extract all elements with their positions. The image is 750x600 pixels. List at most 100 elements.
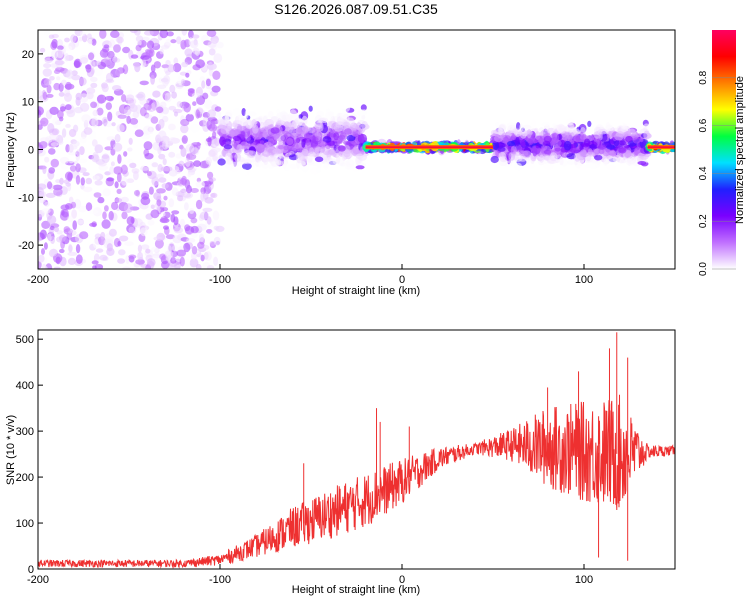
spectrogram-cell — [91, 38, 97, 46]
snr-x-axis: -200 -100 0 100 — [27, 564, 593, 586]
spectrogram-cell — [98, 165, 108, 171]
spectrogram-cell — [355, 165, 365, 170]
spectrogram-cell — [549, 152, 558, 162]
spectrogram-cell — [39, 141, 48, 149]
spectrogram-cell — [180, 147, 187, 158]
spectrogram-cell — [41, 208, 51, 214]
spectrogram-cell — [121, 211, 128, 220]
spectrogram-cell — [361, 121, 369, 131]
spectrogram-cell — [53, 114, 58, 122]
spectrogram-cell — [490, 155, 499, 164]
spectrogram-cell — [160, 216, 168, 223]
spectrogram-cell — [516, 122, 521, 131]
spectrogram-cell — [266, 146, 276, 156]
spectrogram-cell — [315, 166, 321, 173]
spectrogram-cell — [625, 135, 633, 143]
spectrogram-y-tick-label: 10 — [22, 97, 34, 109]
spectrogram-cell — [42, 68, 52, 77]
spectrogram-cell — [112, 57, 121, 63]
spectrogram-cell — [160, 211, 166, 217]
spectrogram-cell — [59, 156, 70, 164]
spectrogram-y-label: Frequency (Hz) — [5, 112, 17, 188]
spectrogram-cell — [121, 94, 127, 103]
spectrogram-cell — [510, 146, 517, 155]
spectrogram-cell — [552, 123, 557, 128]
spectrogram-cell — [594, 154, 603, 161]
spectrogram-cell — [94, 144, 104, 154]
spectrogram-cell — [229, 128, 239, 138]
spectrogram-cell — [61, 128, 67, 138]
spectrogram-cell — [356, 122, 362, 130]
spectrogram-cell — [257, 160, 263, 168]
spectrogram-cell — [72, 140, 80, 147]
spectrogram-cell — [190, 225, 199, 234]
spectrogram-cell — [41, 248, 45, 255]
spectrogram-cell — [546, 150, 552, 156]
spectrogram-cell — [559, 156, 564, 166]
spectrogram-cell — [61, 79, 67, 86]
spectrogram-cell — [342, 121, 351, 131]
spectrogram-cell — [173, 111, 179, 117]
spectrogram-cell — [148, 186, 154, 195]
spectrogram-cell — [343, 149, 351, 158]
spectrogram-cell — [249, 167, 260, 175]
spectrogram-cell — [95, 248, 104, 253]
spectrogram-x-tick-label: -200 — [27, 274, 49, 286]
spectrogram-cell — [184, 202, 189, 211]
spectrogram-cell — [207, 136, 212, 147]
spectrogram-cell — [111, 85, 122, 91]
spectrogram-cell — [164, 92, 172, 103]
spectrogram-cell — [311, 135, 317, 144]
spectrogram-cell — [281, 114, 287, 120]
spectrogram-cell — [267, 138, 275, 146]
spectrogram-cell — [39, 47, 46, 53]
spectrogram-cell — [118, 235, 129, 242]
spectrogram-cell — [259, 127, 270, 133]
spectrogram-cell — [117, 240, 122, 247]
spectrogram-cell — [212, 131, 217, 139]
spectrogram-cell — [113, 44, 121, 53]
spectrogram-cell — [141, 58, 147, 68]
spectrogram-cell — [115, 69, 121, 77]
spectrogram-cell — [301, 122, 306, 131]
spectrogram-cell — [569, 147, 579, 154]
spectrogram-cell — [223, 144, 233, 150]
spectrogram-cell — [535, 135, 546, 141]
spectrogram-cell — [360, 104, 367, 111]
colorbar-tick-label: 0.8 — [698, 70, 709, 84]
spectrogram-cell — [287, 126, 293, 134]
spectrogram-cell — [185, 157, 191, 168]
spectrogram-cell — [224, 115, 230, 124]
spectrogram-cell — [236, 144, 243, 153]
spectrogram-cell — [186, 185, 192, 194]
spectrogram-cell — [166, 31, 174, 37]
spectrogram-cell — [212, 156, 218, 161]
spectrogram-cell — [92, 109, 99, 117]
spectrogram-cell — [526, 129, 532, 139]
spectrogram-cell — [43, 78, 52, 86]
spectrogram-cell — [96, 94, 107, 104]
spectrogram-cell — [79, 231, 89, 240]
spectrogram-cell — [38, 106, 44, 116]
spectrogram-x-tick-label: -100 — [209, 274, 231, 286]
spectrogram-cell — [554, 147, 561, 152]
spectrogram-cell — [168, 242, 175, 250]
spectrogram-cell — [282, 160, 287, 169]
spectrogram-y-tick-label: 20 — [22, 49, 34, 61]
spectrogram-cell — [57, 109, 64, 119]
spectrogram-cell — [159, 101, 167, 109]
spectrogram-cell — [109, 166, 115, 175]
spectrogram-cell — [202, 92, 209, 100]
spectrogram-cell — [187, 88, 195, 93]
spectrogram-cell — [71, 145, 78, 150]
spectrogram-cell — [637, 152, 645, 159]
spectrogram-cell — [333, 124, 344, 132]
spectrogram-cell — [320, 154, 328, 164]
spectrogram-cell — [133, 218, 143, 227]
spectrogram-cell — [82, 186, 93, 193]
spectrogram-cell — [143, 30, 154, 36]
spectrogram-cell — [58, 92, 65, 97]
spectrogram-cell — [75, 163, 81, 173]
spectrogram-cell — [244, 110, 249, 119]
spectrogram-cell — [123, 106, 132, 116]
